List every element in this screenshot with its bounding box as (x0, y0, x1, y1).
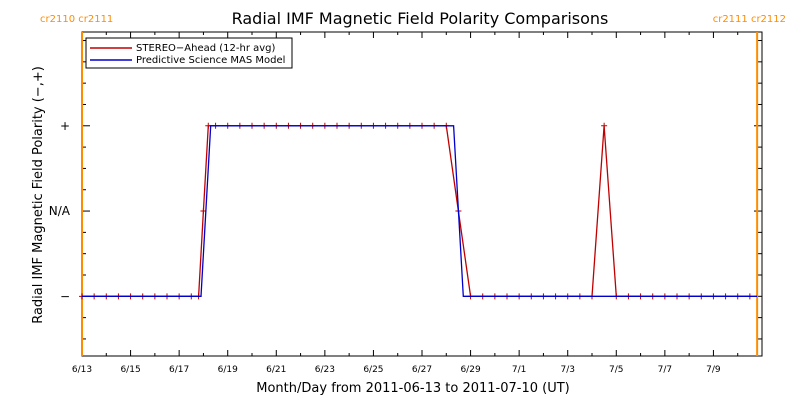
y-tick-label: − (60, 289, 70, 303)
x-tick-label: 6/27 (412, 365, 432, 375)
x-tick-label: 6/29 (460, 365, 480, 375)
x-tick-label: 7/3 (560, 365, 574, 375)
y-tick-label: + (60, 119, 70, 133)
x-tick-label: 6/23 (315, 365, 335, 375)
x-tick-label: 7/5 (609, 365, 623, 375)
series-line-stereo (82, 125, 750, 297)
y-axis-label: Radial IMF Magnetic Field Polarity (−,+) (31, 66, 46, 324)
x-tick-label: 6/13 (72, 365, 92, 375)
x-tick-label: 7/9 (706, 365, 721, 375)
x-tick-label: 7/1 (512, 365, 526, 375)
plot-frame (81, 31, 763, 357)
plot-area: 6/13 6/15 6/17 6/19 6/21 6/23 6/25 6/27 6/29 7/1 7… (49, 31, 763, 375)
series-line-mas (82, 125, 758, 297)
data-point-stereo (601, 122, 608, 129)
legend: STEREO−Ahead (12-hr avg) Predictive Scie… (85, 37, 293, 69)
x-tick-label: 6/25 (363, 365, 383, 375)
x-tick-label: 6/19 (218, 365, 238, 375)
cr-label-left: cr2110 cr2111 (40, 14, 113, 25)
x-tick-label: 6/21 (266, 365, 286, 375)
x-tick-label: 6/17 (169, 365, 189, 375)
legend-label-stereo: STEREO−Ahead (12-hr avg) (136, 43, 276, 54)
legend-label-mas: Predictive Science MAS Model (136, 55, 285, 66)
x-tick-label: 6/15 (120, 365, 140, 375)
x-axis-label: Month/Day from 2011-06-13 to 2011-07-10 … (256, 381, 569, 396)
chart-title: Radial IMF Magnetic Field Polarity Compa… (232, 9, 609, 28)
legend-box (85, 37, 293, 69)
x-tick-label: 7/7 (658, 365, 672, 375)
y-tick-label: N/A (49, 204, 71, 218)
cr-label-right: cr2111 cr2112 (713, 14, 786, 25)
